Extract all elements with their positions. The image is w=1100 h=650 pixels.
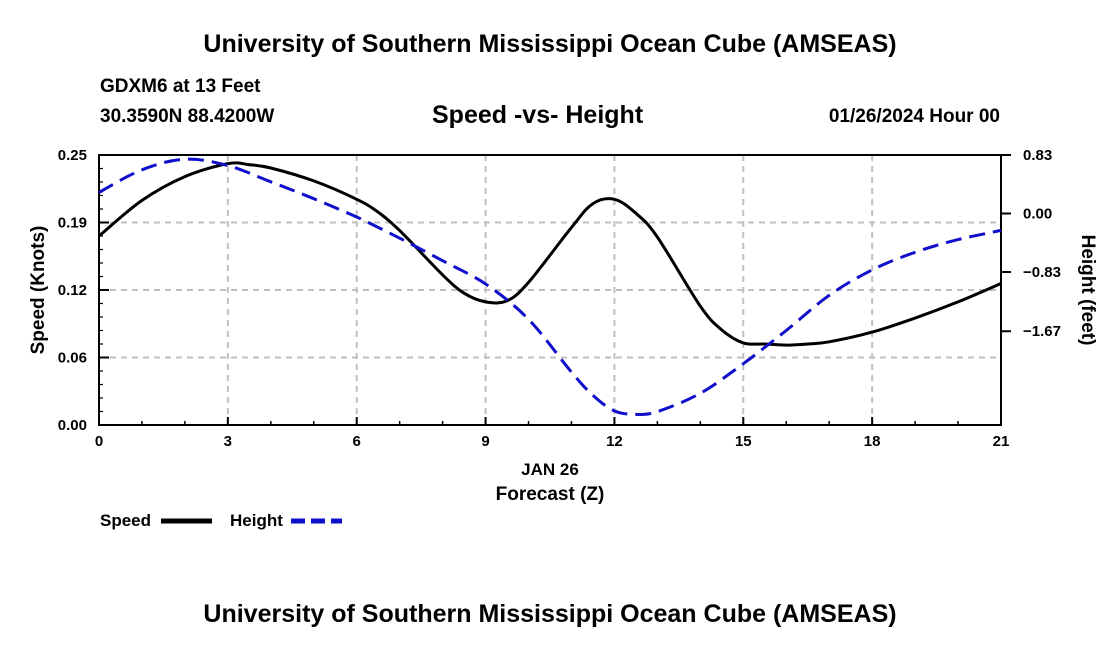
y2-axis-label: Height (feet) [1077,235,1098,346]
x-axis-label: Forecast (Z) [496,484,605,505]
x-date-label: JAN 26 [521,460,579,479]
y2-tick-label: 0.00 [1023,206,1052,223]
x-tick-label: 15 [735,433,752,450]
legend-label-speed: Speed [100,511,151,530]
y-tick-label: 0.00 [58,417,87,434]
series-line-height [98,157,1002,416]
y2-tick-label: −0.83 [1023,264,1061,281]
coordinates-label: 30.3590N 88.4200W [100,106,275,127]
y-tick-label: 0.06 [58,350,87,367]
ticks: 0 3 6 9 12 15 18 21 0.00 0.06 0.12 0.19 0.25 −1.67 −0.… [58,147,1061,450]
y2-tick-label: −1.67 [1023,323,1061,340]
x-tick-label: 3 [224,433,232,450]
x-tick-label: 6 [353,433,361,450]
y-axis-label: Speed (Knots) [28,226,49,355]
grid [99,155,1001,425]
footer-title: University of Southern Mississippi Ocean… [203,600,897,628]
axis-labels: JAN 26 Forecast (Z) Speed (Knots) Height… [28,226,1098,505]
chart-subtitle: Speed -vs- Height [432,101,644,129]
y-tick-label: 0.12 [58,282,87,299]
series-line-speed [98,161,1002,347]
x-tick-label: 12 [606,433,623,450]
station-label: GDXM6 at 13 Feet [100,76,261,97]
x-tick-label: 21 [993,433,1010,450]
legend-label-height: Height [230,511,283,530]
series [98,157,1002,416]
x-tick-label: 18 [864,433,881,450]
legend: Speed Height [100,511,342,530]
x-tick-label: 0 [95,433,103,450]
y-tick-label: 0.19 [58,215,87,232]
y2-tick-label: 0.83 [1023,147,1052,164]
x-tick-label: 9 [481,433,489,450]
forecast-datetime: 01/26/2024 Hour 00 [828,106,1000,127]
chart-title: University of Southern Mississippi Ocean… [203,30,897,58]
y-tick-label: 0.25 [58,147,87,164]
